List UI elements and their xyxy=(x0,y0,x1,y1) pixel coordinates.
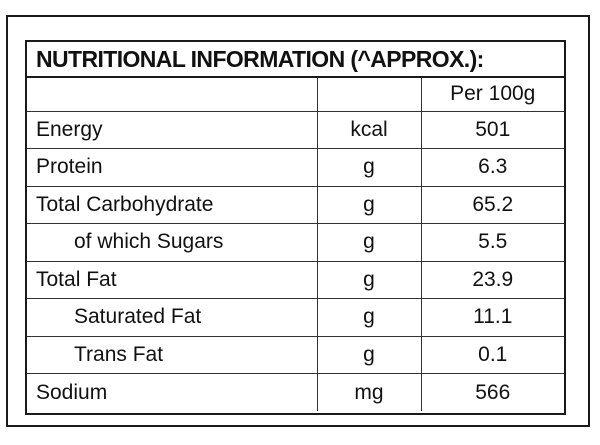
table-row: Trans Fat g 0.1 xyxy=(27,335,564,374)
nutrient-name: of which Sugars xyxy=(27,223,317,261)
nutrient-unit: g xyxy=(316,335,421,374)
nutrient-unit: g xyxy=(316,185,421,224)
table-row: Total Carbohydrate g 65.2 xyxy=(27,185,564,224)
table-row: Protein g 6.3 xyxy=(27,148,564,186)
nutrient-value: 6.3 xyxy=(420,148,564,186)
nutrient-name: Trans Fat xyxy=(27,335,317,374)
nutrient-unit: kcal xyxy=(316,110,421,149)
nutrient-value: 65.2 xyxy=(420,185,564,224)
nutrition-title: NUTRITIONAL INFORMATION (^APPROX.): xyxy=(27,42,564,78)
nutrient-value: 23.9 xyxy=(420,260,564,299)
header-unit-cell xyxy=(316,78,421,111)
nutrient-name: Total Carbohydrate xyxy=(27,185,317,224)
nutrient-unit: g xyxy=(316,148,421,186)
nutrient-unit: mg xyxy=(316,373,421,411)
nutrient-value: 11.1 xyxy=(420,298,564,336)
header-row: Per 100g xyxy=(27,78,564,111)
nutrient-unit: g xyxy=(316,298,421,336)
nutrient-name: Sodium xyxy=(27,373,317,411)
nutrient-value: 5.5 xyxy=(420,223,564,261)
header-name-cell xyxy=(27,78,317,111)
nutrition-panel: NUTRITIONAL INFORMATION (^APPROX.): Per … xyxy=(25,40,566,415)
nutrient-name: Saturated Fat xyxy=(27,298,317,336)
table-row: Saturated Fat g 11.1 xyxy=(27,298,564,336)
nutrient-unit: g xyxy=(316,260,421,299)
table-row: Energy kcal 501 xyxy=(27,110,564,149)
nutrient-name: Protein xyxy=(27,148,317,186)
nutrition-table: Per 100g Energy kcal 501 Protein g 6.3 T… xyxy=(27,78,564,411)
nutrient-unit: g xyxy=(316,223,421,261)
nutrient-value: 0.1 xyxy=(420,335,564,374)
per-100g-header: Per 100g xyxy=(420,78,564,111)
label-outer-frame xyxy=(6,15,590,427)
nutrient-value: 566 xyxy=(420,373,564,411)
nutrient-name: Total Fat xyxy=(27,260,317,299)
table-row: Total Fat g 23.9 xyxy=(27,260,564,299)
nutrient-value: 501 xyxy=(420,110,564,149)
nutrient-name: Energy xyxy=(27,110,317,149)
table-row: of which Sugars g 5.5 xyxy=(27,223,564,261)
table-row: Sodium mg 566 xyxy=(27,373,564,411)
